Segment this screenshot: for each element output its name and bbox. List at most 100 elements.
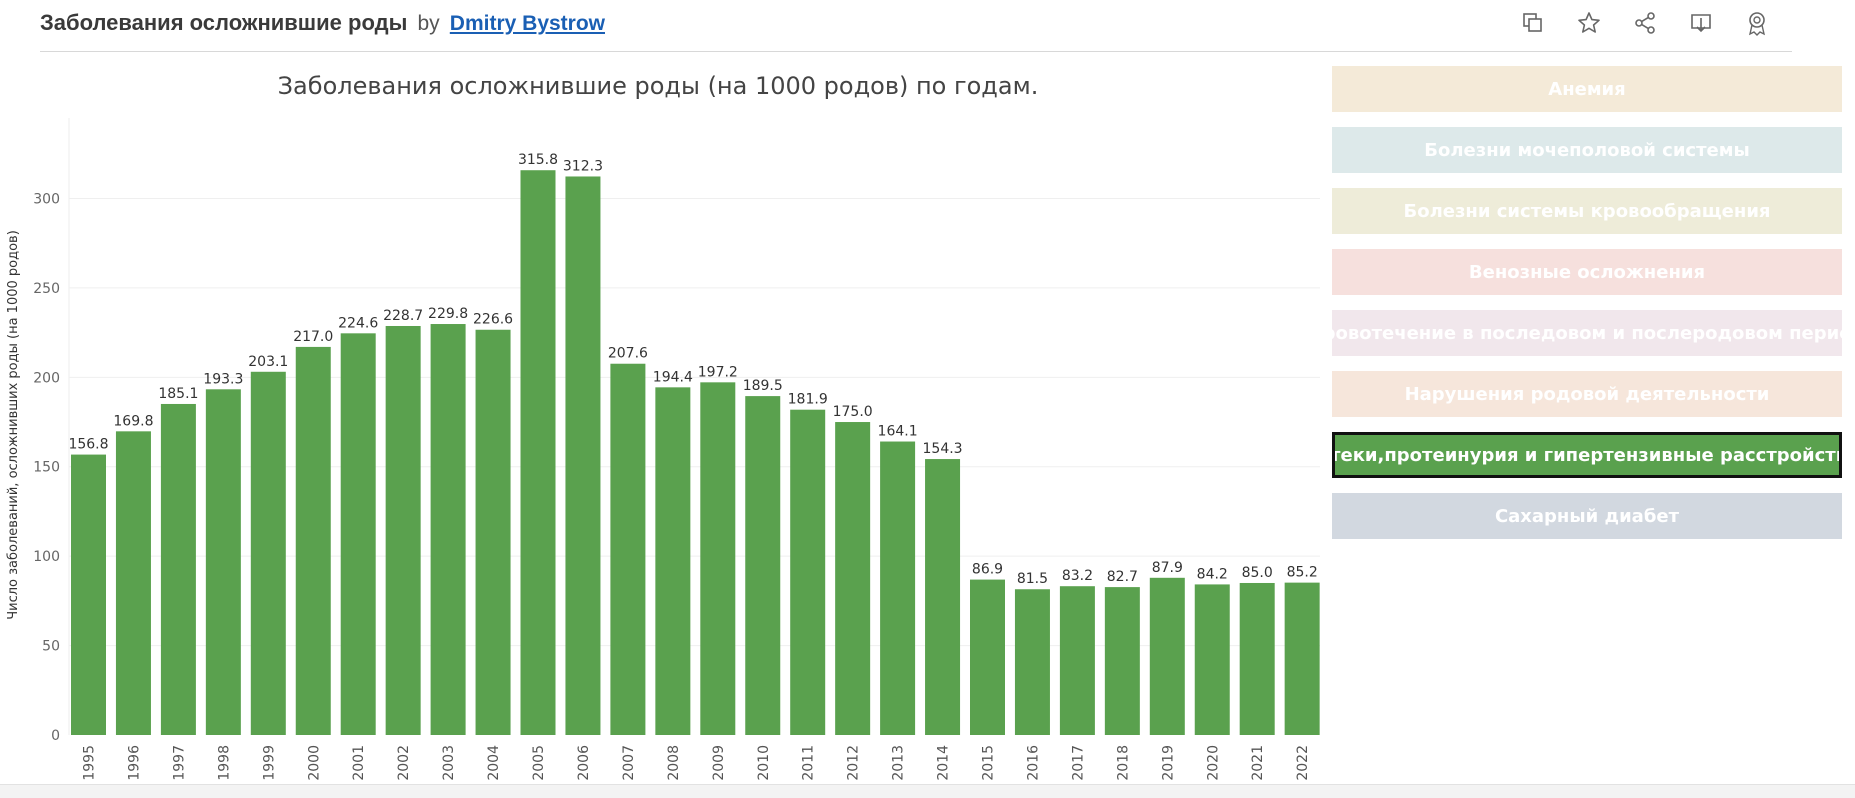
legend-filter-button[interactable]: Кровотечение в последовом и послеродовом… bbox=[1332, 310, 1842, 356]
x-tick-label: 2015 bbox=[981, 745, 997, 781]
value-label: 193.3 bbox=[203, 371, 243, 387]
value-label: 224.6 bbox=[338, 315, 378, 331]
author-link[interactable]: Dmitry Bystrow bbox=[449, 12, 605, 35]
value-label: 85.0 bbox=[1242, 565, 1273, 581]
legend-filter-button[interactable]: Нарушения родовой деятельности bbox=[1332, 371, 1842, 417]
x-tick-label: 2011 bbox=[801, 745, 817, 781]
viz-bottom-toolbar bbox=[0, 784, 1855, 798]
bar-2005[interactable] bbox=[520, 170, 556, 736]
bar-1999[interactable] bbox=[250, 371, 286, 735]
bar-1996[interactable] bbox=[115, 431, 151, 735]
bar-2020[interactable] bbox=[1194, 584, 1230, 735]
y-axis-label: Число заболеваний, осложнивших роды (на … bbox=[6, 230, 21, 620]
value-label: 217.0 bbox=[293, 329, 333, 345]
bar-2009[interactable] bbox=[700, 382, 736, 735]
value-label: 87.9 bbox=[1152, 560, 1183, 576]
star-icon[interactable] bbox=[1574, 8, 1604, 38]
bar-2021[interactable] bbox=[1239, 582, 1275, 735]
bar-2022[interactable] bbox=[1284, 582, 1320, 735]
x-tick-label: 2016 bbox=[1025, 745, 1041, 781]
header-toolbar bbox=[1518, 8, 1772, 38]
x-tick-label: 1995 bbox=[82, 745, 98, 781]
viz-header: Заболевания осложнившие роды by Dmitry B… bbox=[0, 0, 1855, 52]
viz-title-line: Заболевания осложнившие роды by Dmitry B… bbox=[40, 10, 605, 36]
value-labels: 156.8 169.8 185.1 193.3 203.1 217.0 224.6 228.7… bbox=[68, 152, 1317, 587]
value-label: 85.2 bbox=[1287, 565, 1318, 581]
value-label: 312.3 bbox=[563, 158, 603, 174]
header-divider bbox=[40, 51, 1792, 52]
bar-1995[interactable] bbox=[71, 454, 106, 735]
bar-2003[interactable] bbox=[430, 324, 466, 735]
x-tick-label: 2021 bbox=[1250, 745, 1266, 781]
value-label: 84.2 bbox=[1197, 566, 1228, 582]
x-tick-label: 1997 bbox=[171, 745, 187, 781]
x-tick-label: 2019 bbox=[1160, 745, 1176, 781]
bar-2002[interactable] bbox=[385, 325, 421, 735]
value-label: 81.5 bbox=[1017, 571, 1048, 587]
bar-2004[interactable] bbox=[475, 329, 511, 735]
bar-2018[interactable] bbox=[1104, 587, 1140, 735]
y-tick-label: 300 bbox=[33, 191, 60, 207]
legend-filter-label: Нарушения родовой деятельности bbox=[1404, 383, 1770, 405]
bar-2007[interactable] bbox=[610, 363, 646, 735]
bar-2008[interactable] bbox=[655, 387, 691, 735]
x-tick-label: 2010 bbox=[756, 745, 772, 781]
value-label: 154.3 bbox=[923, 441, 963, 457]
viz-title: Заболевания осложнившие роды bbox=[40, 10, 408, 35]
value-label: 194.4 bbox=[653, 369, 693, 385]
download-icon[interactable] bbox=[1686, 8, 1716, 38]
bar-2011[interactable] bbox=[790, 409, 826, 735]
value-label: 181.9 bbox=[788, 392, 828, 408]
y-tick-label: 0 bbox=[51, 728, 60, 744]
y-tick-label: 250 bbox=[33, 281, 60, 297]
legend-filter-label: Сахарный диабет bbox=[1494, 505, 1680, 527]
bar-2015[interactable] bbox=[970, 579, 1005, 735]
value-label: 86.9 bbox=[972, 562, 1003, 578]
bar-2017[interactable] bbox=[1059, 586, 1095, 735]
bar-1997[interactable] bbox=[160, 403, 196, 735]
y-tick-label: 50 bbox=[42, 639, 60, 655]
value-label: 315.8 bbox=[518, 152, 558, 168]
x-tick-label: 2014 bbox=[936, 745, 952, 781]
legend-filter-button[interactable]: Сахарный диабет bbox=[1332, 493, 1842, 539]
bar-2014[interactable] bbox=[925, 459, 961, 735]
x-tick-label: 2004 bbox=[486, 745, 502, 781]
x-tick-label: 2000 bbox=[306, 745, 322, 781]
bar-2010[interactable] bbox=[745, 396, 781, 735]
x-tick-label: 2002 bbox=[396, 745, 412, 781]
bar-chart: 0 50 100 150 200 250 300 156.8 169.8 185.1 193.3 2… bbox=[6, 118, 1320, 781]
legend-filter-button[interactable]: Отеки,протеинурия и гипертензивные расст… bbox=[1332, 432, 1842, 478]
y-tick-label: 200 bbox=[33, 370, 60, 386]
value-label: 228.7 bbox=[383, 308, 423, 324]
x-tick-label: 2012 bbox=[846, 745, 862, 781]
bar-2006[interactable] bbox=[565, 176, 601, 736]
value-label: 226.6 bbox=[473, 312, 513, 328]
y-tick-label: 100 bbox=[33, 549, 60, 565]
x-tick-label: 2008 bbox=[666, 745, 682, 781]
value-label: 164.1 bbox=[878, 424, 918, 440]
badge-icon[interactable] bbox=[1742, 8, 1772, 38]
bar-2019[interactable] bbox=[1149, 577, 1185, 735]
value-label: 156.8 bbox=[68, 437, 108, 453]
category-legend: Анемия Болезни мочеполовой системы Болезни… bbox=[1332, 66, 1842, 554]
chart-title: Заболевания осложнившие роды (на 1000 ро… bbox=[277, 72, 1039, 100]
value-label: 207.6 bbox=[608, 346, 648, 362]
legend-filter-button[interactable]: Болезни системы кровообращения bbox=[1332, 188, 1842, 234]
value-label: 203.1 bbox=[248, 354, 288, 370]
x-tick-label: 1996 bbox=[126, 745, 142, 781]
copy-icon[interactable] bbox=[1518, 8, 1548, 38]
x-tick-label: 1998 bbox=[216, 745, 232, 781]
legend-filter-button[interactable]: Венозные осложнения bbox=[1332, 249, 1842, 295]
bar-2000[interactable] bbox=[295, 346, 331, 735]
bar-2013[interactable] bbox=[880, 441, 916, 735]
bar-2016[interactable] bbox=[1014, 589, 1050, 735]
legend-filter-button[interactable]: Болезни мочеполовой системы bbox=[1332, 127, 1842, 173]
by-text: by bbox=[417, 12, 440, 35]
bar-2001[interactable] bbox=[340, 333, 376, 735]
share-icon[interactable] bbox=[1630, 8, 1660, 38]
bar-2012[interactable] bbox=[835, 422, 871, 735]
value-label: 197.2 bbox=[698, 364, 738, 380]
legend-filter-button[interactable]: Анемия bbox=[1332, 66, 1842, 112]
bar-1998[interactable] bbox=[205, 389, 241, 735]
x-tick-label: 2022 bbox=[1295, 745, 1311, 781]
